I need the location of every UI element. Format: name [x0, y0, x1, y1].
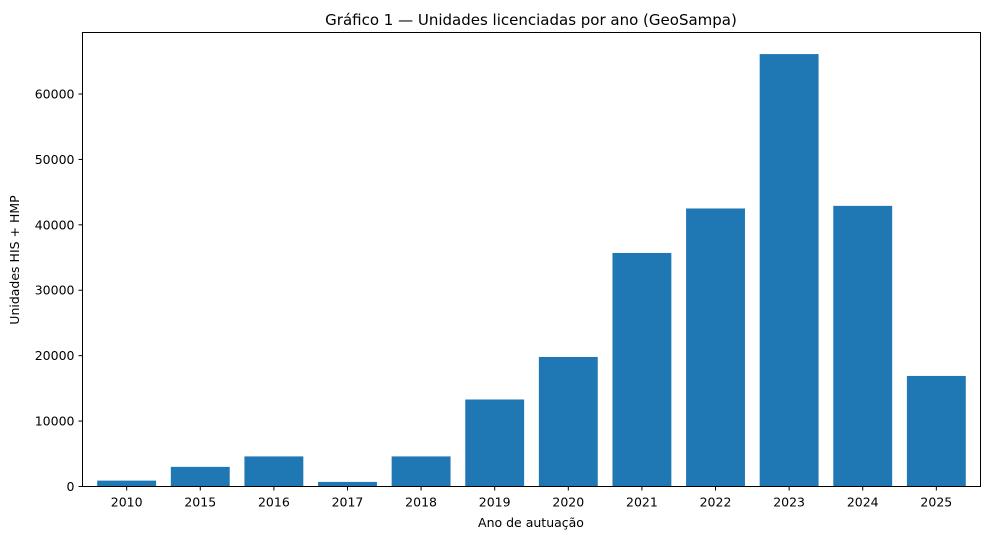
y-tick-label: 10000: [35, 414, 75, 429]
bar-2020: [538, 356, 598, 487]
bar-2023: [759, 54, 819, 487]
bar-2016: [244, 456, 304, 487]
x-tick-label: 2020: [552, 495, 584, 510]
y-tick-label: 40000: [35, 217, 75, 232]
y-tick-label: 50000: [35, 152, 75, 167]
y-tick-label: 30000: [35, 283, 75, 298]
bar-2021: [612, 252, 672, 487]
plot-frame: [82, 32, 981, 487]
bar-2018: [391, 456, 451, 487]
x-tick-label: 2019: [479, 495, 511, 510]
x-tick-label: 2024: [847, 495, 879, 510]
y-tick-label: 0: [67, 479, 75, 494]
bars-group: [97, 54, 966, 487]
x-tick-label: 2021: [626, 495, 658, 510]
bar-2015: [170, 466, 230, 487]
chart-title: Gráfico 1 — Unidades licenciadas por ano…: [325, 11, 737, 29]
y-tick-label: 60000: [35, 86, 75, 101]
x-tick-label: 2023: [773, 495, 805, 510]
bar-2010: [97, 480, 157, 487]
y-axis-ticks: 0 10000 20000 30000 40000 50000 60000: [35, 86, 83, 494]
bar-2022: [686, 208, 745, 487]
x-tick-label: 2015: [184, 495, 216, 510]
x-tick-label: 2025: [920, 495, 952, 510]
x-axis-label: Ano de autuação: [478, 515, 584, 530]
x-tick-label: 2017: [332, 495, 364, 510]
x-tick-label: 2018: [405, 495, 437, 510]
y-tick-label: 20000: [35, 348, 75, 363]
y-axis-label: Unidades HIS + HMP: [7, 195, 22, 325]
bar-2017: [318, 481, 377, 487]
x-tick-label: 2022: [700, 495, 732, 510]
x-axis-ticks: 2010 2015 2016 2017 2018 2019 2020 2021 2022 2023…: [111, 486, 952, 510]
bar-2019: [465, 399, 525, 487]
x-tick-label: 2016: [258, 495, 290, 510]
bar-2024: [833, 205, 893, 487]
x-tick-label: 2010: [111, 495, 143, 510]
bar-2025: [906, 375, 966, 487]
